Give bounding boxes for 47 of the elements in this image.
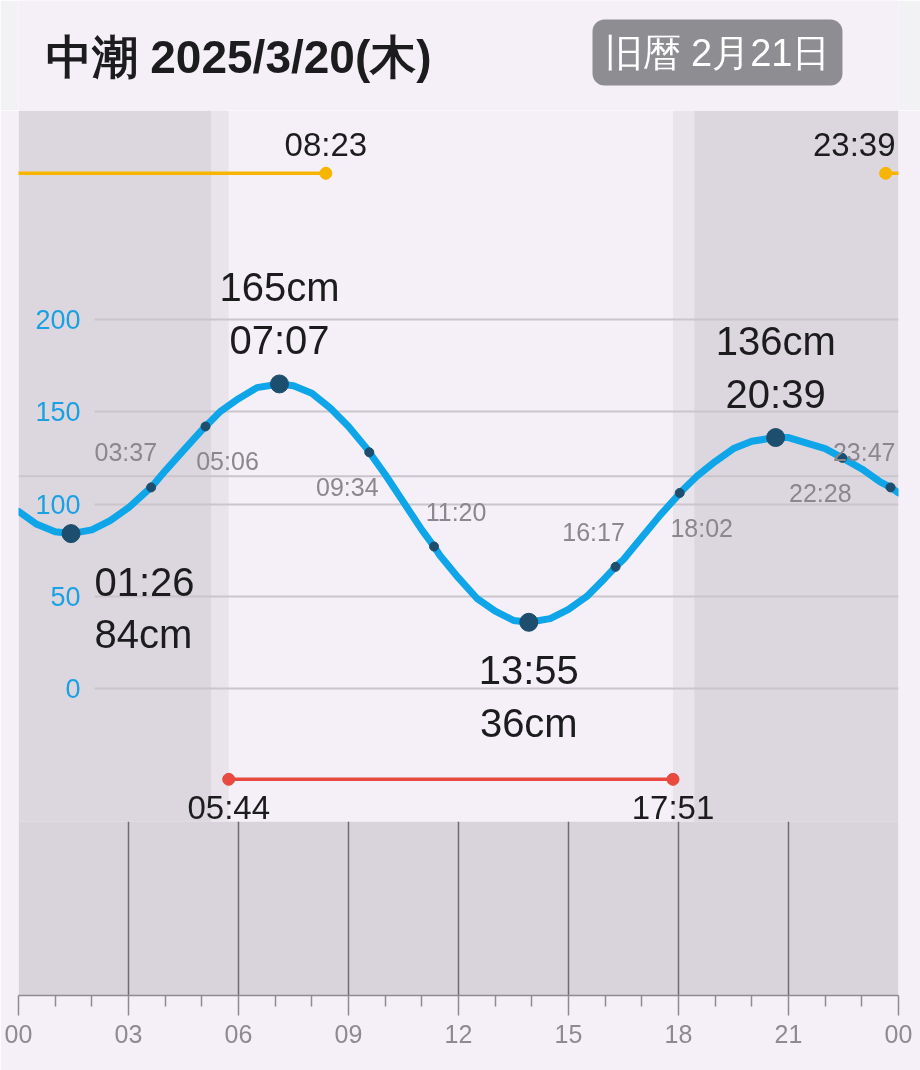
annotation: 18:02 [670,513,733,542]
y-tick-label: 150 [35,397,81,428]
annotation: 05:44 [187,789,271,827]
point [429,541,440,552]
point [610,561,621,572]
annotation: 09:34 [316,473,379,502]
x-tick-label: 21 [774,1019,803,1048]
y-tick-label: 200 [35,304,81,335]
data-label: 13:55 36cm [478,648,579,746]
point [766,428,786,448]
annotation: 17:51 [631,789,715,827]
point [879,166,893,180]
x-tick-label: 18 [664,1019,693,1048]
y-tick-label: 0 [65,674,81,705]
x-tick-label: 06 [224,1019,253,1048]
x-tick-label: 03 [114,1019,143,1048]
point [146,482,157,493]
annotation: 23:47 [832,438,896,467]
annotation: 16:17 [562,517,625,546]
x-tick-label: 15 [554,1019,583,1048]
data-label: 165cm 07:07 [219,265,340,362]
annotation: 08:23 [284,126,368,164]
point [319,166,333,180]
annotation: 11:20 [425,497,487,526]
point [885,482,896,493]
point [61,524,81,544]
point [364,447,375,458]
point [200,421,211,432]
point [666,772,680,786]
data-label: 01:26 84cm [94,559,195,657]
x-tick-label: 00 [4,1019,33,1048]
chart-subtitle: 旧暦 2月21日 [604,31,831,74]
annotation: 23:39 [812,126,896,164]
point [269,374,289,394]
x-tick-label: 00 [884,1019,913,1048]
point [674,487,685,498]
data-label: 136cm 20:39 [715,318,836,416]
point [222,772,236,786]
chart-title: 中潮 2025/3/20(木) [45,30,432,83]
annotation: 05:06 [196,447,259,476]
x-tick-label: 12 [444,1019,473,1048]
y-tick-label: 100 [35,489,81,520]
annotation: 22:28 [789,478,852,507]
x-tick-label: 09 [334,1019,363,1048]
annotation: 03:37 [94,438,158,467]
y-tick-label: 50 [50,581,81,612]
point [519,612,539,632]
